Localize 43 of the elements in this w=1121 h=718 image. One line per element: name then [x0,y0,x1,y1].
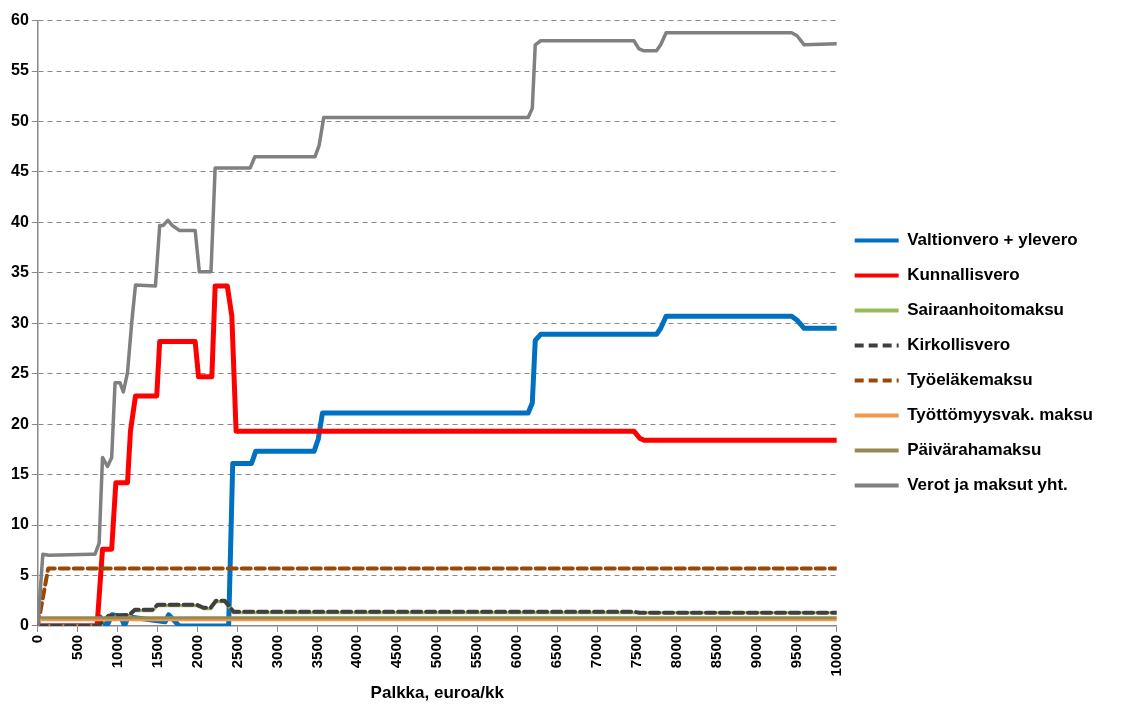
x-tick-label: 1500 [147,634,165,669]
y-tick-label: 5 [19,565,29,583]
y-tick-label: 45 [11,162,29,180]
x-tick-label: 10000 [826,634,844,677]
x-tick-label: 6500 [547,634,565,669]
x-tick-label: 9000 [746,634,764,669]
x-tick-label: 500 [67,634,85,660]
x-tick-label: 9500 [786,634,804,669]
legend-label: Kirkollisvero [907,335,1011,355]
x-tick-label: 7000 [587,634,605,669]
y-tick-label: 20 [11,414,29,432]
y-tick-label: 60 [11,11,29,29]
x-tick-label: 4000 [347,634,365,669]
legend-label: Valtionvero + ylevero [907,230,1078,250]
legend-label: Työeläkemaksu [907,370,1033,390]
legend-label: Päivärahamaksu [907,440,1042,460]
x-tick-label: 8500 [706,634,724,669]
x-tick-label: 2000 [187,634,205,669]
y-tick-label: 15 [11,464,29,482]
x-tick-label: 5500 [467,634,485,669]
legend-label: Sairaanhoitomaksu [907,300,1065,320]
y-tick-label: 0 [19,616,29,634]
x-tick-label: 1000 [107,634,125,669]
x-tick-label: 7500 [627,634,645,669]
legend-label: Työttömyysvak. maksu [907,405,1094,425]
y-tick-label: 10 [11,515,29,533]
y-tick-label: 25 [11,364,29,382]
y-tick-label: 40 [11,212,29,230]
x-tick-label: 0 [27,634,45,644]
x-tick-label: 3000 [267,634,285,669]
legend-label: Verot ja maksut yht. [907,475,1068,495]
x-tick-label: 2500 [227,634,245,669]
y-tick-label: 50 [11,111,29,129]
x-axis-title: Palkka, euroa/kk [370,683,505,703]
x-tick-label: 6000 [507,634,525,669]
x-tick-label: 5000 [427,634,445,669]
y-tick-label: 55 [11,61,29,79]
legend-label: Kunnallisvero [907,265,1020,285]
y-tick-label: 35 [11,263,29,281]
x-tick-label: 3500 [307,634,325,669]
y-tick-label: 30 [11,313,29,331]
x-tick-label: 4500 [387,634,405,669]
x-tick-label: 8000 [667,634,685,669]
